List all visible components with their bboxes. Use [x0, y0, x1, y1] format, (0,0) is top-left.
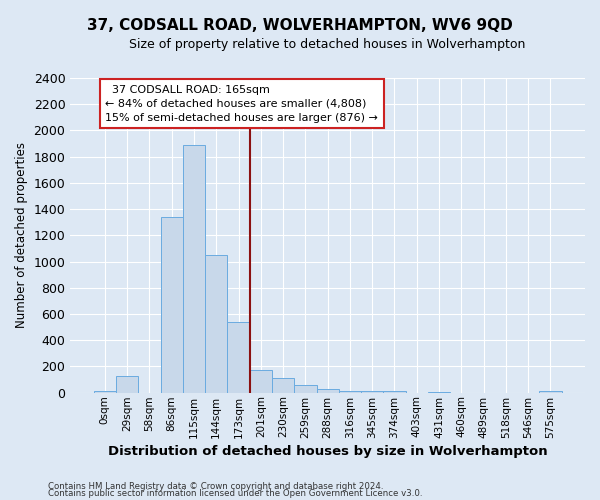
Bar	[539, 390, 562, 392]
Bar	[116, 376, 138, 392]
Text: Contains HM Land Registry data © Crown copyright and database right 2024.: Contains HM Land Registry data © Crown c…	[48, 482, 383, 491]
Bar	[272, 378, 294, 392]
Bar	[227, 322, 250, 392]
X-axis label: Distribution of detached houses by size in Wolverhampton: Distribution of detached houses by size …	[108, 444, 547, 458]
Bar	[205, 255, 227, 392]
Bar	[161, 217, 183, 392]
Bar	[317, 390, 339, 392]
Title: Size of property relative to detached houses in Wolverhampton: Size of property relative to detached ho…	[130, 38, 526, 51]
Y-axis label: Number of detached properties: Number of detached properties	[15, 142, 28, 328]
Bar	[183, 145, 205, 392]
Bar	[250, 370, 272, 392]
Text: 37, CODSALL ROAD, WOLVERHAMPTON, WV6 9QD: 37, CODSALL ROAD, WOLVERHAMPTON, WV6 9QD	[87, 18, 513, 32]
Text: 37 CODSALL ROAD: 165sqm
← 84% of detached houses are smaller (4,808)
15% of semi: 37 CODSALL ROAD: 165sqm ← 84% of detache…	[105, 84, 378, 122]
Bar	[339, 390, 361, 392]
Text: Contains public sector information licensed under the Open Government Licence v3: Contains public sector information licen…	[48, 490, 422, 498]
Bar	[294, 385, 317, 392]
